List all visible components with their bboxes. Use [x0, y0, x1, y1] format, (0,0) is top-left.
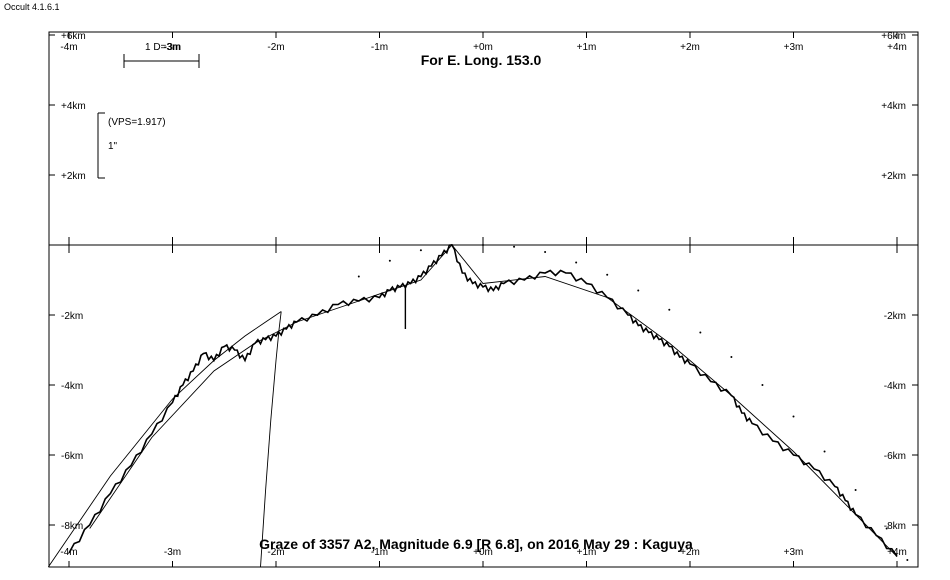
limb-prediction-dot [823, 450, 826, 453]
limb-prediction-dot [513, 245, 516, 248]
y-tick-label-left: +6km [61, 31, 86, 42]
y-tick-label-right: -8km [884, 521, 906, 532]
scale-bar-label: 1 D=3m [145, 42, 180, 53]
y-tick-label-right: -2km [884, 311, 906, 322]
graze-path-line [260, 311, 282, 568]
limb-prediction-dot [699, 331, 702, 334]
x-tick-label-top: -2m [267, 42, 284, 53]
x-tick-label-bottom: +0m [473, 547, 493, 558]
limb-prediction-dot [544, 251, 547, 253]
limb-prediction-dot [482, 244, 484, 246]
vps-label: (VPS=1.917) [108, 117, 166, 128]
y-tick-label-right: -6km [884, 451, 906, 462]
x-tick-label-bottom: +1m [577, 547, 597, 558]
y-tick-label-left: -2km [61, 311, 83, 322]
limb-prediction-dot [388, 259, 391, 262]
y-tick-label-right: +2km [881, 171, 906, 182]
x-tick-label-top: +1m [577, 42, 597, 53]
x-tick-label-bottom: -3m [164, 547, 181, 558]
limb-prediction-dot [637, 289, 640, 292]
x-tick-label-bottom: +4m [887, 547, 907, 558]
profile-series-layer [47, 244, 909, 568]
y-tick-label-left: +2km [61, 171, 86, 182]
x-tick-label-top: +4m [887, 42, 907, 53]
limb-prediction-dot [854, 489, 857, 491]
limb-prediction-dot [419, 249, 422, 252]
y-axis-ticks: +6km +6km +4km +4km +2km +2km -2km -2km -4km -4km… [49, 31, 918, 532]
x-tick-label-top: -4m [60, 42, 77, 53]
y-tick-label-left: +4km [61, 101, 86, 112]
x-tick-label-bottom: -2m [267, 547, 284, 558]
x-axis-ticks-mid [68, 237, 898, 253]
graze-path-line [47, 311, 282, 568]
y-tick-label-left: -4km [61, 381, 83, 392]
plot-frame [48, 31, 919, 568]
limb-prediction-dot [885, 527, 888, 530]
x-tick-label-top: +0m [473, 42, 493, 53]
x-tick-label-bottom: -1m [371, 547, 388, 558]
observed-limb-profile [68, 244, 898, 557]
limb-prediction-dot [668, 308, 671, 311]
x-tick-label-top: +3m [784, 42, 804, 53]
x-tick-label-top: +2m [680, 42, 700, 53]
x-tick-label-bottom: +2m [680, 547, 700, 558]
plot-title-top: For E. Long. 153.0 [421, 52, 542, 68]
y-tick-label-left: -6km [61, 451, 83, 462]
limb-prediction-dot [761, 384, 764, 386]
limb-prediction-dot [316, 314, 319, 316]
arcsec-label: 1" [108, 141, 118, 152]
y-tick-label-right: -4km [884, 381, 906, 392]
plot-title-bottom: Graze of 3357 A2, Magnitude 6.9 [R 6.8],… [259, 536, 693, 552]
x-axis-ticks-top: -4m -3m -2m -1m +0m +1m +2m +3m +4m [60, 32, 907, 53]
app-version-label: Occult 4.1.6.1 [4, 2, 60, 12]
limb-prediction-dot [606, 273, 609, 276]
x-tick-label-top: -1m [371, 42, 388, 53]
smoothed-limb-profile [89, 244, 898, 557]
limb-prediction-dot [792, 415, 795, 418]
limb-prediction-dot [575, 261, 578, 264]
y-tick-label-right: +4km [881, 101, 906, 112]
y-tick-label-right: +6km [881, 31, 906, 42]
limb-prediction-dot [450, 244, 453, 246]
scale-bar: 1 D=3m [123, 42, 200, 68]
limb-prediction-dot [730, 356, 733, 358]
limb-prediction-dot [357, 275, 360, 278]
x-tick-label-top: -3m [164, 42, 181, 53]
limb-prediction-dot [906, 559, 909, 561]
x-tick-label-bottom: +3m [784, 547, 804, 558]
y-tick-label-left: -8km [61, 521, 83, 532]
vps-bracket: (VPS=1.917) 1" [97, 112, 166, 179]
